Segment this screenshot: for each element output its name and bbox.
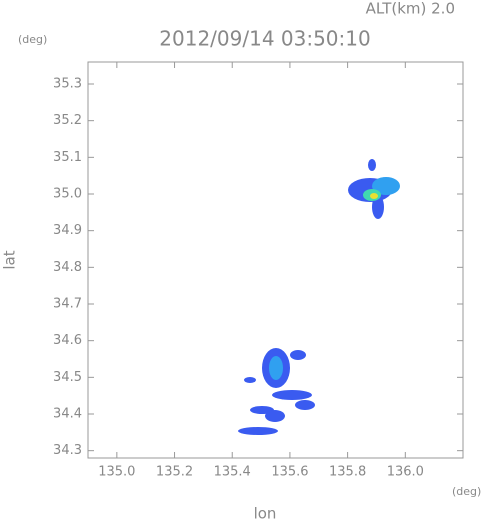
echo bbox=[372, 177, 400, 195]
y-tick-label: 34.5 bbox=[53, 370, 82, 385]
y-tick-label: 35.2 bbox=[53, 113, 82, 128]
echo bbox=[265, 410, 285, 422]
x-tick-label: 135.2 bbox=[156, 465, 193, 480]
y-tick-label: 34.7 bbox=[53, 297, 82, 312]
plot-frame bbox=[87, 61, 464, 459]
echo-south bbox=[238, 348, 315, 435]
y-tick-label: 35.3 bbox=[53, 77, 82, 92]
echo bbox=[295, 400, 315, 410]
y-tick-label: 35.0 bbox=[53, 187, 82, 202]
y-unit: (deg) bbox=[18, 33, 47, 46]
y-tick-label: 34.3 bbox=[53, 443, 82, 458]
echo bbox=[238, 427, 278, 435]
echo-north bbox=[348, 159, 400, 219]
y-axis-label: lat bbox=[1, 250, 19, 269]
echo bbox=[244, 377, 256, 383]
echo bbox=[372, 195, 384, 219]
chart-subtitle: ALT(km) 2.0 bbox=[366, 0, 455, 18]
y-tick-label: 34.9 bbox=[53, 223, 82, 238]
x-tick-label: 135.6 bbox=[271, 465, 308, 480]
x-unit: (deg) bbox=[452, 485, 481, 498]
x-tick-label: 135.4 bbox=[214, 465, 251, 480]
y-tick-label: 34.6 bbox=[53, 333, 82, 348]
echo bbox=[290, 350, 306, 360]
echo bbox=[370, 193, 378, 199]
x-tick-label: 136.0 bbox=[387, 465, 424, 480]
echo bbox=[272, 390, 312, 400]
y-tick-label: 34.8 bbox=[53, 260, 82, 275]
echo bbox=[368, 159, 376, 171]
x-axis-label: lon bbox=[254, 505, 277, 521]
chart-title: 2012/09/14 03:50:10 bbox=[159, 27, 370, 51]
x-tick-label: 135.0 bbox=[98, 465, 135, 480]
echo bbox=[269, 356, 283, 380]
y-tick-label: 34.4 bbox=[53, 407, 82, 422]
y-tick-label: 35.1 bbox=[53, 150, 82, 165]
x-tick-label: 135.8 bbox=[329, 465, 366, 480]
